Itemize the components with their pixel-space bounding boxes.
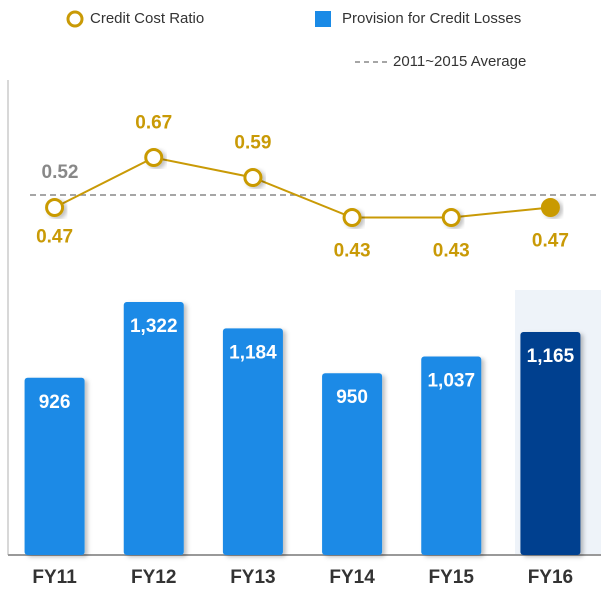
legend-marker <box>66 10 84 28</box>
ratio-marker <box>441 208 461 227</box>
ratio-marker <box>342 208 362 227</box>
x-tick-label: FY13 <box>230 567 275 588</box>
ratio-marker <box>144 148 164 167</box>
ratio-line <box>54 156 551 219</box>
bar-label: 1,184 <box>229 342 277 363</box>
ratio-marker <box>243 168 263 187</box>
bar <box>421 356 482 555</box>
legend-label: Credit Cost Ratio <box>90 10 204 27</box>
bar <box>222 328 283 555</box>
legend: Credit Cost Ratio Provision for Credit L… <box>66 10 526 70</box>
legend-label: 2011~2015 Average <box>393 53 526 70</box>
ratio-label: 0.47 <box>532 231 569 252</box>
ratio-label: 0.43 <box>433 241 470 262</box>
x-tick-label: FY12 <box>131 567 176 588</box>
x-tick-label: FY16 <box>528 567 573 588</box>
bar <box>24 377 85 555</box>
ratio-label: 0.43 <box>334 241 371 262</box>
legend-marker <box>315 11 331 27</box>
bar <box>123 301 184 555</box>
average-label: 0.52 <box>42 162 79 183</box>
bar-label: 1,322 <box>130 316 178 337</box>
bar-label: 950 <box>336 387 368 408</box>
ratio-label: 0.59 <box>234 133 271 154</box>
ratio-label: 0.67 <box>135 113 172 134</box>
bar <box>520 332 581 555</box>
bar-label: 926 <box>39 392 71 413</box>
bar <box>322 373 383 555</box>
x-tick-label: FY15 <box>429 567 475 588</box>
bar-label: 1,037 <box>427 371 475 392</box>
x-tick-label: FY14 <box>329 567 375 588</box>
ratio-marker <box>45 198 65 217</box>
ratio-label: 0.47 <box>36 227 73 248</box>
legend-label: Provision for Credit Losses <box>342 10 521 27</box>
x-tick-label: FY11 <box>32 567 77 588</box>
ratio-marker <box>540 198 560 217</box>
bar-label: 1,165 <box>527 346 575 367</box>
